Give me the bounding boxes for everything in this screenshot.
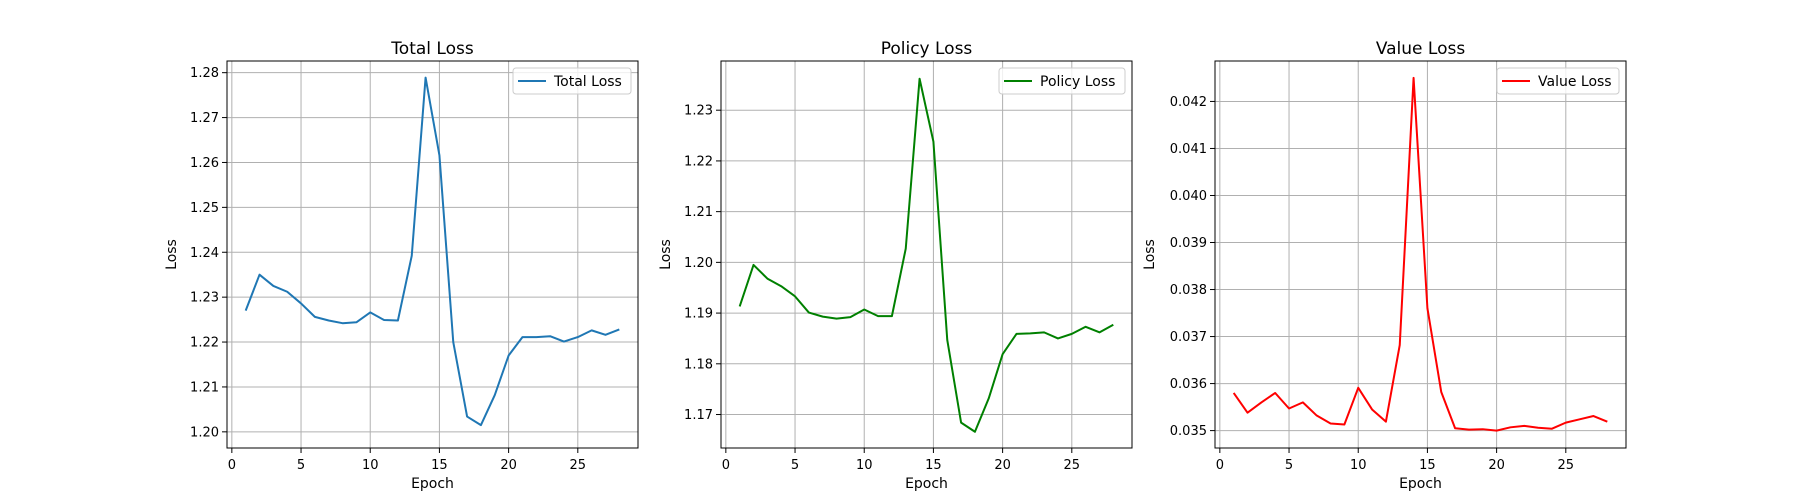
x-tick-label: 20 bbox=[994, 458, 1011, 473]
y-tick-label: 1.20 bbox=[190, 425, 219, 440]
x-tick-label: 15 bbox=[1419, 458, 1436, 473]
y-tick-label: 1.28 bbox=[190, 66, 219, 81]
x-axis-label: Epoch bbox=[1399, 476, 1442, 492]
y-tick-label: 1.22 bbox=[684, 154, 713, 169]
x-tick-label: 15 bbox=[431, 458, 448, 473]
y-tick-label: 1.23 bbox=[190, 291, 219, 306]
series-line bbox=[244, 76, 620, 427]
y-tick-label: 0.037 bbox=[1170, 330, 1207, 345]
axes-frame bbox=[1214, 60, 1627, 449]
x-tick-label: 0 bbox=[722, 458, 730, 473]
x-tick-label: 25 bbox=[570, 458, 587, 473]
y-tick-label: 0.040 bbox=[1170, 189, 1207, 204]
x-tick-label: 5 bbox=[791, 458, 799, 473]
y-tick-label: 0.035 bbox=[1170, 424, 1207, 439]
y-tick-label: 1.17 bbox=[684, 408, 713, 423]
y-axis-label: Loss bbox=[658, 239, 674, 270]
legend-box bbox=[512, 67, 632, 95]
grid bbox=[721, 61, 1132, 448]
axes-frame bbox=[226, 60, 639, 449]
x-tick-label: 10 bbox=[1350, 458, 1367, 473]
y-tick-label: 0.039 bbox=[1170, 236, 1207, 251]
y-tick-label: 0.038 bbox=[1170, 283, 1207, 298]
y-tick-label: 1.18 bbox=[684, 357, 713, 372]
y-tick-label: 0.036 bbox=[1170, 377, 1207, 392]
legend: Value Loss bbox=[1496, 67, 1620, 95]
legend-label: Policy Loss bbox=[1040, 74, 1115, 90]
chart-title: Value Loss bbox=[1376, 39, 1466, 59]
y-tick-label: 1.21 bbox=[190, 380, 219, 395]
y-axis-label: Loss bbox=[1142, 239, 1158, 270]
y-tick-label: 1.23 bbox=[684, 104, 713, 119]
x-tick-label: 10 bbox=[856, 458, 873, 473]
x-tick-label: 20 bbox=[500, 458, 517, 473]
x-tick-label: 5 bbox=[297, 458, 305, 473]
y-tick-label: 1.25 bbox=[190, 201, 219, 216]
x-tick-label: 0 bbox=[228, 458, 236, 473]
y-tick-label: 1.26 bbox=[190, 156, 219, 171]
y-tick-label: 1.20 bbox=[684, 256, 713, 271]
legend-label: Total Loss bbox=[553, 74, 622, 90]
y-tick-label: 1.19 bbox=[684, 307, 713, 322]
legend: Policy Loss bbox=[998, 67, 1126, 95]
y-tick-label: 1.22 bbox=[190, 336, 219, 351]
x-tick-label: 15 bbox=[925, 458, 942, 473]
chart-title: Policy Loss bbox=[881, 39, 973, 59]
y-tick-label: 1.27 bbox=[190, 111, 219, 126]
subplot-policy-loss: Policy Loss Epoch Loss 0 5 10 15 20 25 1.17 1.1… bbox=[658, 39, 1133, 492]
x-tick-label: 0 bbox=[1216, 458, 1224, 473]
x-tick-label: 20 bbox=[1488, 458, 1505, 473]
series-line bbox=[738, 77, 1114, 433]
x-axis-label: Epoch bbox=[905, 476, 948, 492]
x-tick-label: 25 bbox=[1558, 458, 1575, 473]
x-tick-label: 10 bbox=[362, 458, 379, 473]
y-tick-label: 1.24 bbox=[190, 246, 219, 261]
subplot-total-loss: Total Loss Epoch Loss 0 5 10 15 20 25 1.20 1.21… bbox=[164, 39, 639, 492]
y-tick-label: 0.041 bbox=[1170, 142, 1207, 157]
y-axis-label: Loss bbox=[164, 239, 180, 270]
legend-box bbox=[1496, 67, 1620, 95]
axes-frame bbox=[720, 60, 1133, 449]
series-line bbox=[1232, 76, 1608, 432]
grid bbox=[1215, 61, 1626, 448]
subplot-value-loss: Value Loss Epoch Loss 0 5 10 15 20 25 0.035 0.0… bbox=[1142, 39, 1627, 492]
x-tick-label: 25 bbox=[1064, 458, 1081, 473]
x-tick-label: 5 bbox=[1285, 458, 1293, 473]
legend-label: Value Loss bbox=[1538, 74, 1612, 90]
chart-title: Total Loss bbox=[390, 39, 474, 59]
y-tick-label: 0.042 bbox=[1170, 95, 1207, 110]
legend-box bbox=[998, 67, 1126, 95]
x-axis-label: Epoch bbox=[411, 476, 454, 492]
legend: Total Loss bbox=[512, 67, 632, 95]
y-tick-label: 1.21 bbox=[684, 205, 713, 220]
